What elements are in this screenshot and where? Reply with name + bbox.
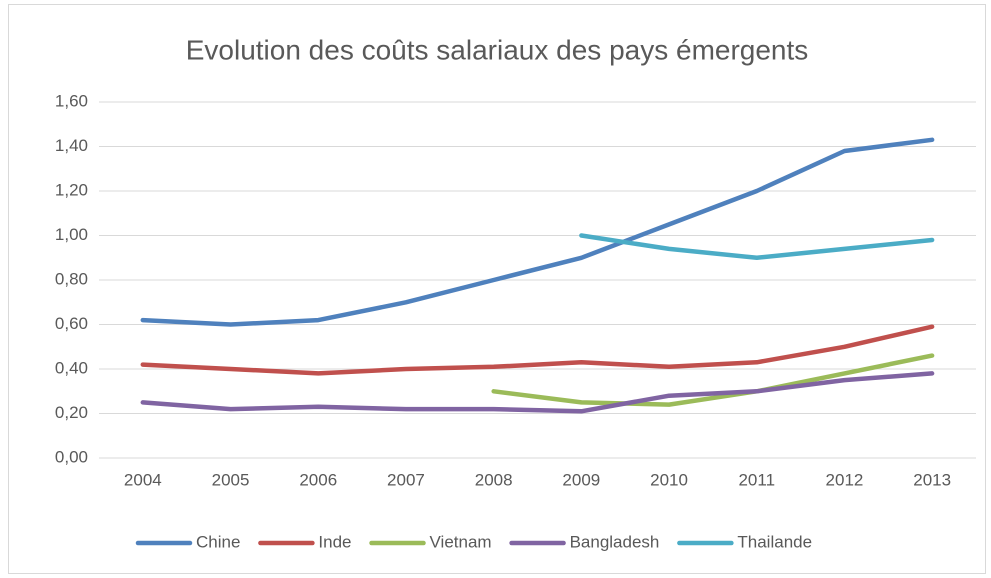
series-line xyxy=(140,137,935,327)
legend-label: Thailande xyxy=(737,532,812,551)
y-tick-label: 1,40 xyxy=(55,136,88,155)
x-tick-label: 2006 xyxy=(299,470,337,489)
x-tick-label: 2007 xyxy=(387,470,425,489)
x-tick-label: 2008 xyxy=(475,470,513,489)
legend-label: Vietnam xyxy=(430,532,492,551)
y-tick-label: 0,80 xyxy=(55,269,88,288)
series-line xyxy=(140,371,935,414)
y-tick-label: 1,60 xyxy=(55,91,88,110)
legend-label: Bangladesh xyxy=(570,532,660,551)
y-tick-label: 0,40 xyxy=(55,358,88,377)
chart-frame xyxy=(8,4,986,574)
x-tick-label: 2009 xyxy=(562,470,600,489)
x-tick-label: 2012 xyxy=(826,470,864,489)
chart-title: Evolution des coûts salariaux des pays é… xyxy=(186,34,809,65)
series-line xyxy=(491,353,935,407)
series-line xyxy=(579,233,935,261)
legend-label: Chine xyxy=(196,532,240,551)
y-tick-label: 0,60 xyxy=(55,314,88,333)
y-tick-label: 0,20 xyxy=(55,403,88,422)
series-line xyxy=(140,324,935,376)
x-tick-label: 2011 xyxy=(738,470,775,489)
y-tick-label: 1,20 xyxy=(55,180,88,199)
y-tick-label: 1,00 xyxy=(55,225,88,244)
x-tick-label: 2010 xyxy=(650,470,688,489)
legend-label: Inde xyxy=(318,532,351,551)
y-tick-label: 0,00 xyxy=(55,447,88,466)
x-tick-label: 2013 xyxy=(913,470,951,489)
x-tick-label: 2004 xyxy=(124,470,162,489)
x-tick-label: 2005 xyxy=(212,470,250,489)
